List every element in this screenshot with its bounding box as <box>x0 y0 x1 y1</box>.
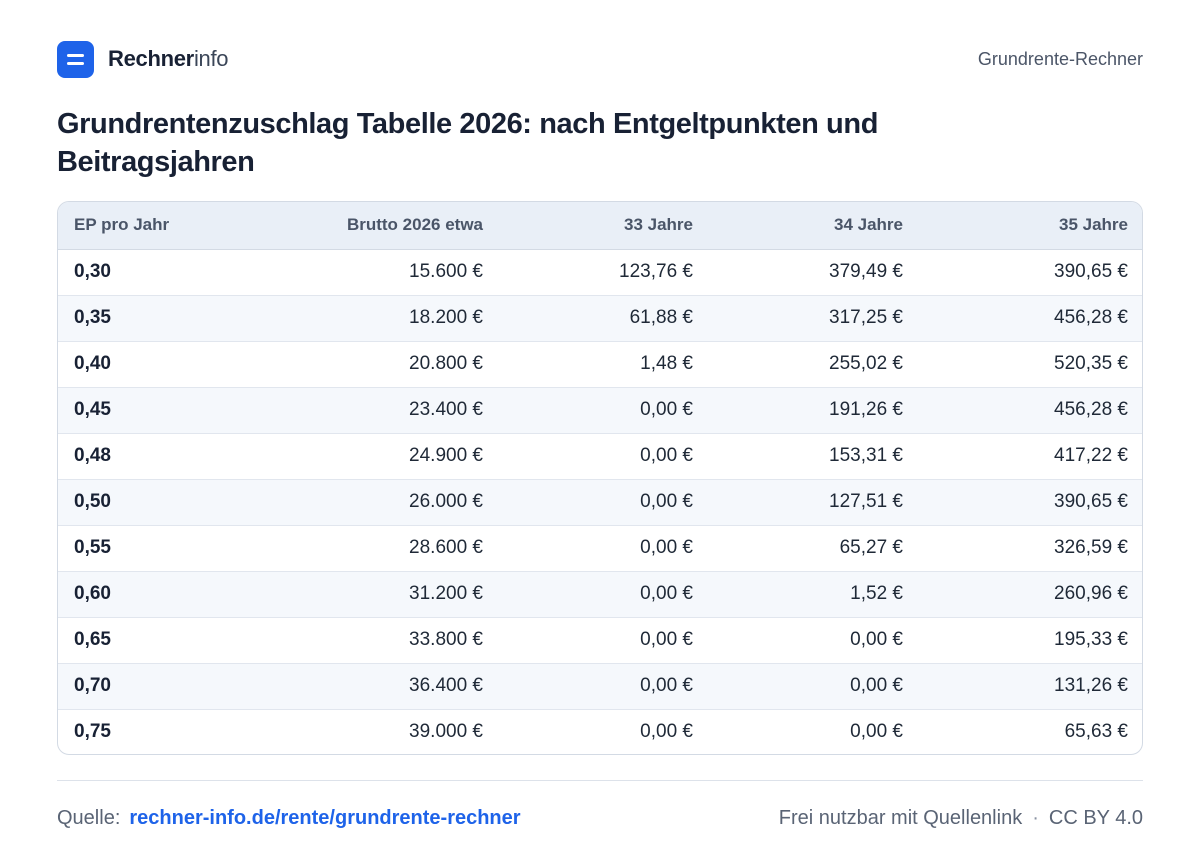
page-footer: Quelle: rechner-info.de/rente/grundrente… <box>57 805 1143 831</box>
footer-divider <box>57 780 1143 781</box>
cell-34-jahre: 191,26 € <box>709 386 919 433</box>
table-row: 0,48 24.900 €0,00 €153,31 €417,22 € <box>58 432 1142 479</box>
cell-35-jahre: 520,35 € <box>919 340 1142 387</box>
table-row: 0,60 31.200 €0,00 €1,52 €260,96 € <box>58 570 1142 617</box>
cell-ep: 0,60 <box>58 570 266 617</box>
column-header-33-jahre: 33 Jahre <box>499 202 709 250</box>
cell-ep: 0,45 <box>58 386 266 433</box>
cell-ep: 0,55 <box>58 524 266 571</box>
cell-33-jahre: 0,00 € <box>499 386 709 433</box>
calculator-link[interactable]: Grundrente-Rechner <box>977 48 1143 69</box>
table-row: 0,65 33.800 €0,00 €0,00 €195,33 € <box>58 616 1142 663</box>
table-row: 0,45 23.400 €0,00 €191,26 €456,28 € <box>58 386 1142 433</box>
cell-35-jahre: 260,96 € <box>919 570 1142 617</box>
cell-ep: 0,35 <box>58 294 266 341</box>
cell-34-jahre: 153,31 € <box>709 432 919 479</box>
separator-dot: · <box>1032 806 1039 829</box>
cell-33-jahre: 0,00 € <box>499 662 709 709</box>
table-body: 0,30 15.600 € 123,76 € 379,49 € 390,65 € 0,35… <box>58 249 1142 754</box>
license-text: Frei nutzbar mit Quellenlink <box>778 806 1023 829</box>
logo-icon <box>57 40 94 78</box>
cell-34-jahre: 255,02 € <box>709 340 919 387</box>
cell-brutto: 15.600 € <box>409 261 483 282</box>
brand-name: Rechnerinfo <box>108 46 229 72</box>
table-row: 0,30 15.600 € 123,76 € 379,49 € 390,65 € <box>58 249 1142 295</box>
table-row: 0,70 36.400 €0,00 €0,00 €131,26 € <box>58 662 1142 709</box>
cell-34-jahre: 0,00 € <box>709 708 919 754</box>
cell-33-jahre: 0,00 € <box>499 478 709 525</box>
table-header-row: EP pro Jahr Brutto 2026 etwa 33 Jahre 34… <box>58 202 1142 250</box>
cell-34-jahre: 0,00 € <box>709 616 919 663</box>
cell-33-jahre: 0,00 € <box>499 524 709 571</box>
page-header: Rechnerinfo Grundrente-Rechner <box>57 40 1143 78</box>
table-row: 0,50 26.000 €0,00 €127,51 €390,65 € <box>58 478 1142 525</box>
cell-33-jahre: 0,00 € <box>499 432 709 479</box>
license: Frei nutzbar mit Quellenlink · CC BY 4.0 <box>779 807 1143 830</box>
cell-34-jahre: 0,00 € <box>709 662 919 709</box>
cell-35-jahre: 131,26 € <box>919 662 1142 709</box>
cell-34-jahre: 127,51 € <box>709 478 919 525</box>
cell-35-jahre: 326,59 € <box>919 524 1142 571</box>
brand-name-light: info <box>193 46 229 71</box>
source-link[interactable]: rechner-info.de/rente/grundrente-rechner <box>129 806 521 829</box>
table-row: 0,55 28.600 €0,00 €65,27 €326,59 € <box>58 524 1142 571</box>
cell-brutto: 26.000 € <box>266 478 499 525</box>
column-header-34-jahre: 34 Jahre <box>709 202 919 250</box>
table-row: 0,40 20.800 €1,48 €255,02 €520,35 € <box>58 340 1142 387</box>
column-header-35-jahre: 35 Jahre <box>919 202 1142 250</box>
cell-ep: 0,65 <box>58 616 266 663</box>
cell-35-jahre: 456,28 € <box>919 386 1142 433</box>
cell-ep: 0,40 <box>58 340 266 387</box>
cell-ep: 0,30 <box>74 261 111 282</box>
brand-name-bold: Rechner <box>108 46 194 71</box>
cell-33-jahre: 1,48 € <box>499 340 709 387</box>
cell-33-jahre: 0,00 € <box>499 708 709 754</box>
license-code: CC BY 4.0 <box>1048 806 1143 829</box>
cell-brutto: 33.800 € <box>266 616 499 663</box>
cell-ep: 0,75 <box>58 708 266 754</box>
cell-33-jahre: 0,00 € <box>499 616 709 663</box>
cell-33-jahre: 123,76 € <box>619 261 693 282</box>
cell-35-jahre: 195,33 € <box>919 616 1142 663</box>
cell-34-jahre: 1,52 € <box>709 570 919 617</box>
cell-34-jahre: 317,25 € <box>709 294 919 341</box>
cell-ep: 0,50 <box>58 478 266 525</box>
cell-ep: 0,48 <box>58 432 266 479</box>
cell-brutto: 28.600 € <box>266 524 499 571</box>
cell-35-jahre: 417,22 € <box>919 432 1142 479</box>
table-row: 0,75 39.000 €0,00 €0,00 €65,63 € <box>58 708 1142 754</box>
cell-33-jahre: 61,88 € <box>499 294 709 341</box>
column-header-brutto: Brutto 2026 etwa <box>266 202 499 250</box>
cell-ep: 0,70 <box>58 662 266 709</box>
cell-brutto: 23.400 € <box>266 386 499 433</box>
cell-35-jahre: 456,28 € <box>919 294 1142 341</box>
cell-brutto: 18.200 € <box>266 294 499 341</box>
data-table: EP pro Jahr Brutto 2026 etwa 33 Jahre 34… <box>58 202 1142 754</box>
cell-34-jahre: 379,49 € <box>829 261 903 282</box>
page-title: Grundrentenzuschlag Tabelle 2026: nach E… <box>57 108 879 178</box>
column-header-ep: EP pro Jahr <box>58 202 266 250</box>
cell-35-jahre: 390,65 € <box>919 478 1142 525</box>
source: Quelle: rechner-info.de/rente/grundrente… <box>57 807 521 830</box>
cell-brutto: 39.000 € <box>266 708 499 754</box>
source-label: Quelle: <box>57 806 121 829</box>
data-table-card: EP pro Jahr Brutto 2026 etwa 33 Jahre 34… <box>57 201 1143 755</box>
cell-35-jahre: 65,63 € <box>919 708 1142 754</box>
cell-brutto: 20.800 € <box>266 340 499 387</box>
cell-35-jahre: 390,65 € <box>1054 261 1128 282</box>
brand[interactable]: Rechnerinfo <box>57 40 229 78</box>
cell-brutto: 36.400 € <box>266 662 499 709</box>
table-row: 0,35 18.200 €61,88 €317,25 €456,28 € <box>58 294 1142 341</box>
cell-33-jahre: 0,00 € <box>499 570 709 617</box>
cell-brutto: 31.200 € <box>266 570 499 617</box>
cell-34-jahre: 65,27 € <box>709 524 919 571</box>
cell-brutto: 24.900 € <box>266 432 499 479</box>
